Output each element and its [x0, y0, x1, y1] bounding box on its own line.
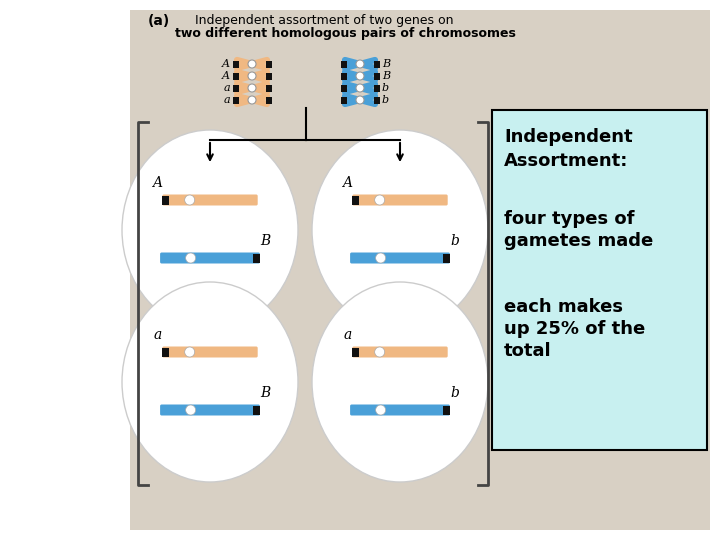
- FancyBboxPatch shape: [160, 404, 260, 415]
- Bar: [266, 97, 271, 104]
- FancyBboxPatch shape: [350, 253, 450, 264]
- Bar: [162, 195, 168, 205]
- Ellipse shape: [312, 282, 488, 482]
- Circle shape: [356, 72, 364, 80]
- Bar: [233, 97, 238, 104]
- Text: b: b: [451, 386, 459, 400]
- Bar: [374, 84, 379, 91]
- Bar: [444, 406, 451, 415]
- Bar: [341, 60, 346, 68]
- Bar: [253, 253, 261, 262]
- Text: B: B: [261, 234, 271, 248]
- Bar: [374, 72, 379, 79]
- Text: Assortment:: Assortment:: [504, 152, 629, 170]
- Circle shape: [248, 72, 256, 80]
- Text: A: A: [342, 176, 352, 190]
- Text: B: B: [382, 59, 390, 69]
- Circle shape: [376, 405, 386, 415]
- Circle shape: [376, 253, 386, 263]
- Text: Independent: Independent: [504, 128, 633, 146]
- Text: gametes made: gametes made: [504, 232, 653, 250]
- FancyBboxPatch shape: [350, 404, 450, 415]
- Text: a: a: [153, 328, 162, 342]
- Circle shape: [356, 96, 364, 104]
- Text: a: a: [223, 95, 230, 105]
- Text: up 25% of the: up 25% of the: [504, 320, 645, 338]
- Ellipse shape: [122, 282, 298, 482]
- Text: two different homologous pairs of chromosomes: two different homologous pairs of chromo…: [175, 27, 516, 40]
- Text: A: A: [222, 59, 230, 69]
- Bar: [130, 10, 710, 530]
- Text: b: b: [382, 83, 389, 93]
- Bar: [341, 97, 346, 104]
- Text: b: b: [451, 234, 459, 248]
- Circle shape: [186, 253, 196, 263]
- Ellipse shape: [122, 130, 298, 330]
- Circle shape: [184, 347, 194, 357]
- Text: B: B: [261, 386, 271, 400]
- Bar: [341, 84, 346, 91]
- Text: Independent assortment of two genes on: Independent assortment of two genes on: [195, 14, 454, 27]
- FancyBboxPatch shape: [162, 194, 258, 206]
- Bar: [162, 348, 168, 356]
- Circle shape: [184, 195, 194, 205]
- Circle shape: [248, 84, 256, 92]
- FancyBboxPatch shape: [160, 253, 260, 264]
- Text: four types of: four types of: [504, 210, 634, 228]
- Bar: [374, 60, 379, 68]
- Bar: [492, 110, 707, 450]
- Text: each makes: each makes: [504, 298, 623, 316]
- Text: a: a: [223, 83, 230, 93]
- Text: a: a: [343, 328, 352, 342]
- Text: (a): (a): [148, 14, 170, 28]
- Bar: [233, 84, 238, 91]
- Bar: [341, 72, 346, 79]
- Bar: [233, 60, 238, 68]
- Bar: [352, 348, 359, 356]
- Ellipse shape: [312, 130, 488, 330]
- Bar: [352, 195, 359, 205]
- FancyBboxPatch shape: [352, 194, 448, 206]
- Text: B: B: [382, 71, 390, 81]
- Circle shape: [374, 347, 384, 357]
- Bar: [253, 406, 261, 415]
- Circle shape: [186, 405, 196, 415]
- Bar: [233, 72, 238, 79]
- Circle shape: [356, 60, 364, 68]
- FancyBboxPatch shape: [162, 347, 258, 357]
- Text: A: A: [152, 176, 162, 190]
- Circle shape: [356, 84, 364, 92]
- Bar: [266, 72, 271, 79]
- Text: A: A: [222, 71, 230, 81]
- Circle shape: [248, 96, 256, 104]
- Bar: [266, 84, 271, 91]
- Text: b: b: [382, 95, 389, 105]
- FancyBboxPatch shape: [352, 347, 448, 357]
- Bar: [444, 253, 451, 262]
- Circle shape: [248, 60, 256, 68]
- Circle shape: [374, 195, 384, 205]
- Bar: [266, 60, 271, 68]
- Text: total: total: [504, 342, 552, 360]
- Bar: [374, 97, 379, 104]
